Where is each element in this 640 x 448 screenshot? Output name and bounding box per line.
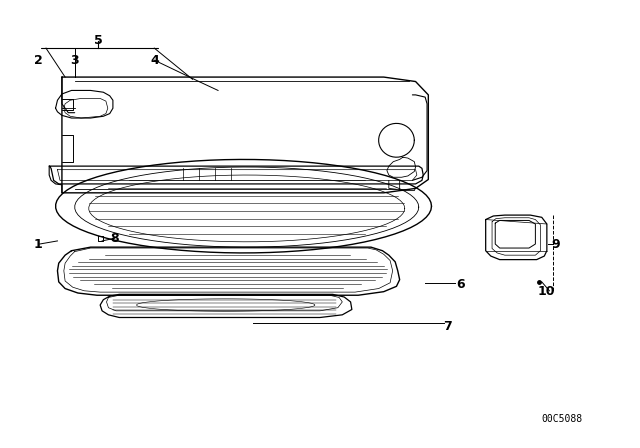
Text: 7: 7 (443, 320, 452, 333)
Text: 5: 5 (94, 34, 102, 47)
Text: 3: 3 (70, 54, 79, 67)
Text: 2: 2 (34, 54, 43, 67)
Text: 8: 8 (111, 232, 119, 245)
Text: 4: 4 (150, 54, 159, 67)
Text: 1: 1 (34, 237, 43, 250)
Text: 00C5088: 00C5088 (541, 414, 582, 424)
Text: 10: 10 (538, 285, 555, 298)
Text: 6: 6 (456, 278, 465, 291)
Text: 9: 9 (552, 237, 560, 250)
